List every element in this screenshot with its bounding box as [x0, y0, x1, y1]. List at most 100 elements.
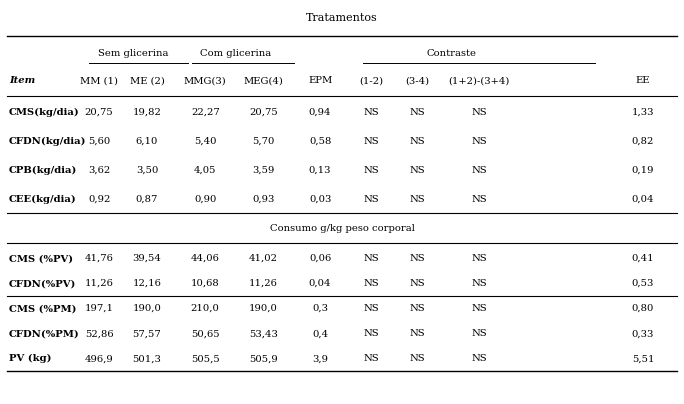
- Text: NS: NS: [410, 304, 425, 313]
- Text: 0,3: 0,3: [312, 304, 328, 313]
- Text: 44,06: 44,06: [191, 254, 220, 263]
- Text: 505,5: 505,5: [191, 354, 220, 363]
- Text: (3-4): (3-4): [405, 76, 430, 85]
- Text: 0,93: 0,93: [252, 195, 274, 204]
- Text: 0,90: 0,90: [194, 195, 216, 204]
- Text: MEG(4): MEG(4): [244, 76, 283, 85]
- Text: 11,26: 11,26: [249, 279, 278, 288]
- Text: CFDN(kg/dia): CFDN(kg/dia): [9, 137, 86, 146]
- Text: CEE(kg/dia): CEE(kg/dia): [9, 195, 77, 204]
- Text: CFDN(%PV): CFDN(%PV): [9, 279, 77, 288]
- Text: CMS (%PM): CMS (%PM): [9, 304, 77, 313]
- Text: NS: NS: [364, 137, 379, 146]
- Text: CMS(kg/dia): CMS(kg/dia): [9, 108, 79, 117]
- Text: 53,43: 53,43: [249, 329, 278, 338]
- Text: 0,4: 0,4: [312, 329, 328, 338]
- Text: 1,33: 1,33: [632, 108, 654, 117]
- Text: NS: NS: [410, 329, 425, 338]
- Text: (1+2)-(3+4): (1+2)-(3+4): [448, 76, 510, 85]
- Text: NS: NS: [364, 195, 379, 204]
- Text: NS: NS: [410, 137, 425, 146]
- Text: 5,70: 5,70: [252, 137, 274, 146]
- Text: 190,0: 190,0: [249, 304, 278, 313]
- Text: NS: NS: [364, 329, 379, 338]
- Text: Com glicerina: Com glicerina: [200, 49, 272, 58]
- Text: NS: NS: [471, 354, 486, 363]
- Text: NS: NS: [364, 304, 379, 313]
- Text: PV (kg): PV (kg): [9, 354, 51, 363]
- Text: 50,65: 50,65: [191, 329, 220, 338]
- Text: 0,04: 0,04: [309, 279, 331, 288]
- Text: MMG(3): MMG(3): [184, 76, 226, 85]
- Text: NS: NS: [364, 279, 379, 288]
- Text: 190,0: 190,0: [133, 304, 161, 313]
- Text: 0,58: 0,58: [309, 137, 331, 146]
- Text: NS: NS: [471, 329, 486, 338]
- Text: ME (2): ME (2): [130, 76, 164, 85]
- Text: 10,68: 10,68: [191, 279, 220, 288]
- Text: (1-2): (1-2): [359, 76, 384, 85]
- Text: 5,51: 5,51: [632, 354, 654, 363]
- Text: EE: EE: [635, 76, 650, 85]
- Text: 22,27: 22,27: [191, 108, 220, 117]
- Text: NS: NS: [471, 279, 486, 288]
- Text: 0,94: 0,94: [309, 108, 331, 117]
- Text: NS: NS: [471, 108, 486, 117]
- Text: 0,13: 0,13: [309, 166, 331, 175]
- Text: 52,86: 52,86: [85, 329, 114, 338]
- Text: CPB(kg/dia): CPB(kg/dia): [9, 166, 77, 175]
- Text: 0,53: 0,53: [632, 279, 654, 288]
- Text: NS: NS: [410, 279, 425, 288]
- Text: NS: NS: [471, 195, 486, 204]
- Text: 3,62: 3,62: [88, 166, 110, 175]
- Text: 0,41: 0,41: [631, 254, 655, 263]
- Text: Tratamentos: Tratamentos: [306, 13, 378, 23]
- Text: NS: NS: [364, 354, 379, 363]
- Text: 496,9: 496,9: [85, 354, 114, 363]
- Text: NS: NS: [471, 304, 486, 313]
- Text: 20,75: 20,75: [249, 108, 278, 117]
- Text: Sem glicerina: Sem glicerina: [98, 49, 169, 58]
- Text: Item: Item: [9, 76, 35, 85]
- Text: MM (1): MM (1): [80, 76, 118, 85]
- Text: 11,26: 11,26: [85, 279, 114, 288]
- Text: 501,3: 501,3: [133, 354, 161, 363]
- Text: EPM: EPM: [308, 76, 332, 85]
- Text: Consumo g/kg peso corporal: Consumo g/kg peso corporal: [269, 224, 415, 233]
- Text: 0,82: 0,82: [632, 137, 654, 146]
- Text: 3,9: 3,9: [312, 354, 328, 363]
- Text: 0,80: 0,80: [632, 304, 654, 313]
- Text: 12,16: 12,16: [133, 279, 161, 288]
- Text: 41,02: 41,02: [249, 254, 278, 263]
- Text: NS: NS: [471, 166, 486, 175]
- Text: NS: NS: [364, 108, 379, 117]
- Text: 505,9: 505,9: [249, 354, 278, 363]
- Text: 0,92: 0,92: [88, 195, 110, 204]
- Text: 5,40: 5,40: [194, 137, 216, 146]
- Text: 19,82: 19,82: [133, 108, 161, 117]
- Text: NS: NS: [364, 254, 379, 263]
- Text: 3,59: 3,59: [252, 166, 274, 175]
- Text: Contraste: Contraste: [426, 49, 477, 58]
- Text: NS: NS: [410, 166, 425, 175]
- Text: CFDN(%PM): CFDN(%PM): [9, 329, 79, 338]
- Text: CMS (%PV): CMS (%PV): [9, 254, 73, 263]
- Text: 3,50: 3,50: [136, 166, 158, 175]
- Text: NS: NS: [410, 195, 425, 204]
- Text: 20,75: 20,75: [85, 108, 114, 117]
- Text: 210,0: 210,0: [191, 304, 220, 313]
- Text: 0,03: 0,03: [309, 195, 331, 204]
- Text: NS: NS: [410, 108, 425, 117]
- Text: NS: NS: [410, 254, 425, 263]
- Text: NS: NS: [410, 354, 425, 363]
- Text: 0,33: 0,33: [632, 329, 654, 338]
- Text: 6,10: 6,10: [136, 137, 158, 146]
- Text: 57,57: 57,57: [133, 329, 161, 338]
- Text: 5,60: 5,60: [88, 137, 110, 146]
- Text: 197,1: 197,1: [85, 304, 114, 313]
- Text: 0,06: 0,06: [309, 254, 331, 263]
- Text: 0,87: 0,87: [136, 195, 158, 204]
- Text: NS: NS: [471, 137, 486, 146]
- Text: 39,54: 39,54: [133, 254, 161, 263]
- Text: 0,19: 0,19: [632, 166, 654, 175]
